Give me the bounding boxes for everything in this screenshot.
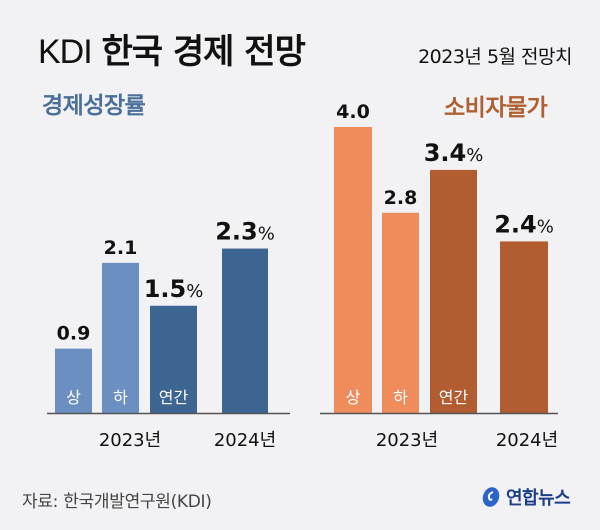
percent-unit: % — [537, 216, 554, 237]
gdp-bar — [222, 248, 268, 413]
percent-unit: % — [466, 145, 483, 166]
cpi-category-label: 상 — [346, 388, 361, 407]
cpi-category-label: 하 — [393, 388, 408, 407]
cpi-bar — [382, 212, 419, 413]
gdp-value-label: 2.3% — [215, 218, 275, 246]
title-main: 한국 경제 전망 — [101, 32, 306, 72]
gdp-value-label: 0.9 — [57, 323, 91, 345]
gdp-value-label: 2.1 — [104, 237, 138, 259]
cpi-bar — [334, 127, 372, 413]
cpi-value-label: 3.4% — [424, 139, 484, 167]
gdp-category-label: 상 — [66, 388, 81, 407]
cpi-value-label: 4.0 — [336, 101, 370, 123]
gdp-bar — [55, 348, 92, 413]
cpi-year-label: 2024년 — [496, 430, 558, 451]
logo-text: 연합뉴스 — [506, 488, 571, 509]
cpi-value-label: 2.8 — [384, 187, 418, 209]
yonhap-logo-icon — [482, 487, 500, 507]
gdp-bar — [150, 305, 197, 413]
cpi-value-label: 2.4% — [494, 210, 554, 238]
gdp-year-label: 2023년 — [99, 430, 161, 451]
title-prefix: KDI — [38, 33, 93, 71]
cpi-bar — [430, 169, 477, 413]
percent-unit: % — [258, 224, 275, 245]
cpi-bar — [500, 241, 548, 413]
chart-subtitle: 2023년 5월 전망치 — [418, 46, 572, 68]
percent-unit: % — [186, 281, 203, 302]
cpi-year-label: 2023년 — [376, 430, 438, 451]
yonhap-logo: 연합뉴스 — [480, 484, 571, 510]
chart-title: KDI 한국 경제 전망 — [38, 24, 306, 73]
gdp-category-label: 하 — [113, 388, 128, 407]
source-note: 자료: 한국개발연구원(KDI) — [22, 492, 212, 512]
gdp-bar — [102, 262, 139, 413]
cpi-category-label: 연간 — [439, 388, 469, 407]
cpi-section-title: 소비자물가 — [444, 95, 548, 121]
gdp-section-title: 경제성장률 — [42, 93, 146, 119]
gdp-category-label: 연간 — [159, 388, 189, 407]
gdp-year-label: 2024년 — [214, 430, 276, 451]
gdp-value-label: 1.5% — [144, 275, 204, 303]
